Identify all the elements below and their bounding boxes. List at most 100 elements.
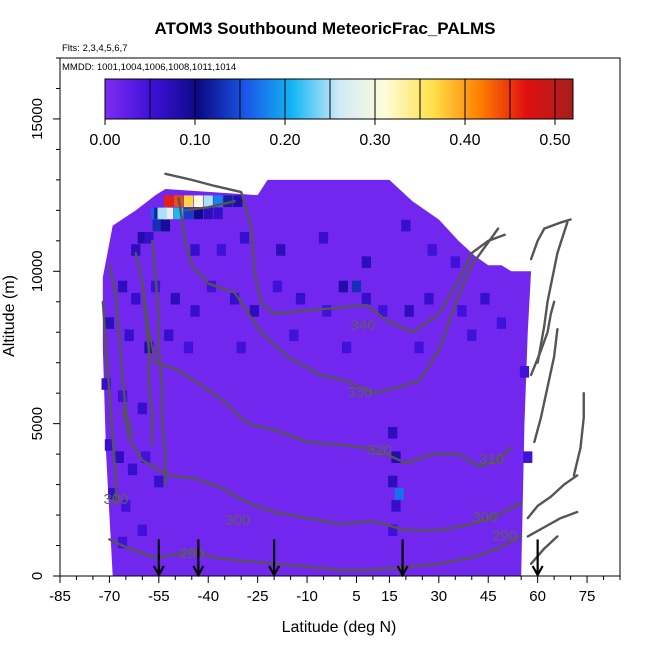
contour-label-3: 310 [479,451,504,468]
contour-label-2: 320 [367,442,392,459]
heatmap-cell-56 [236,341,246,354]
contour-label-0: 340 [351,317,376,334]
heatmap-cell-40 [295,292,306,305]
heatmap-cell-37 [229,292,240,305]
x-tick-label-1: -70 [99,588,121,605]
heatmap-cell-65 [114,451,124,463]
heatmap-cell-22 [190,244,200,256]
y-axis: 0 5000 10000 15000 [29,57,60,580]
heatmap-cell-35 [190,305,200,317]
colorbar-tick-label-4: 0.40 [449,132,480,149]
arrow-2 [268,539,281,578]
y-tick-label-2: 10000 [29,250,46,292]
colorbar-tick-label-1: 0.10 [179,132,210,149]
contour-line-3 [121,407,523,532]
heatmap-cell-20 [144,231,154,244]
heatmap-cell-42 [338,280,348,293]
contour-line-7 [134,251,154,447]
contour-line-13 [533,327,559,444]
heatmap-cell-31 [117,280,128,293]
heatmap-cell-46 [404,305,414,317]
contour-line-5 [183,200,236,212]
heatmap-cell-19 [137,231,147,244]
heatmap-cell-60 [467,329,477,342]
heatmap-cell-49 [480,292,490,305]
arrow-markers [152,539,544,578]
heatmap-cell-67 [141,451,151,463]
contour-line-17 [543,218,572,230]
colorbar-tick-label-3: 0.30 [359,132,390,149]
heatmap-cell-44 [361,292,371,305]
heatmap-cell-10 [183,207,194,220]
contour-label-4: 300 [225,512,250,529]
x-tick-label-10: 60 [529,588,546,605]
heatmap-cell-8 [164,207,174,220]
contour-label-6: 290 [179,546,204,563]
heatmap-cell-51 [104,317,115,329]
heatmap-cell-72 [117,536,128,549]
x-tick-label-7: 15 [381,588,398,605]
arrow-4 [531,539,544,578]
heatmap-cell-70 [121,500,131,512]
heatmap-cell-7 [233,195,243,208]
heatmap-cell-4 [203,195,213,208]
heatmap-cell-66 [127,463,138,476]
heatmap-cell-43 [351,280,362,293]
x-tick-label-5: -10 [296,588,318,605]
heatmap-cell-12 [203,207,213,220]
heatmap-cell-76 [394,487,404,500]
heatmap-cell-80 [519,366,530,378]
colorbar-tick-label-5: 0.50 [539,132,570,149]
heatmap-cell-61 [101,378,111,390]
heatmap-cell-18 [160,219,171,232]
potential-temperature-contours [101,172,585,572]
heatmap-cell-3 [193,195,203,208]
heatmap-cells [101,179,533,576]
y-tick-label-3: 15000 [29,98,46,140]
heatmap-cell-29 [427,244,437,256]
arrow-3 [396,539,409,578]
heatmap-cell-54 [164,329,174,342]
heatmap-cell-71 [137,524,147,537]
contour-line-2 [141,282,513,468]
heatmap-cell-9 [173,207,184,220]
heatmap-cell-78 [388,524,398,537]
colorbar-tick-label-0: 0.00 [89,132,120,149]
heatmap-cell-26 [318,231,329,244]
heatmap-cell-50 [496,317,507,329]
contour-line-4 [108,535,523,572]
contour-line-0 [164,172,506,334]
heatmap-cell-79 [523,451,533,463]
heatmap-cell-41 [322,305,332,317]
colorbar-ramp [104,78,574,120]
contour-line-15 [526,510,579,538]
y-axis-label: Altitude (m) [1,275,18,357]
heatmap-cell-52 [124,329,134,342]
x-tick-label-2: -55 [148,588,170,605]
heatmap-cell-57 [289,329,299,342]
heatmap-cell-75 [388,475,398,488]
arrow-0 [152,539,165,578]
heatmap-cell-16 [157,207,167,220]
contour-line-6 [108,264,134,438]
heatmap-cell-34 [170,292,180,305]
heatmap-cell-47 [424,292,434,305]
heatmap-cell-6 [223,195,233,208]
contour-line-10 [529,227,546,261]
heatmap-cell-68 [154,475,164,488]
heatmap-cell-28 [401,219,411,232]
heatmap-cell-69 [108,487,118,500]
heatmap-cell-74 [391,451,401,463]
heatmap-cell-11 [193,207,203,220]
contour-label-1: 330 [347,384,372,401]
heatmap-cell-55 [183,341,194,354]
heatmap-cell-64 [104,439,115,451]
contour-line-9 [101,300,118,505]
contour-label-8: 300 [103,491,128,508]
heatmap-cell-58 [341,341,352,354]
contour-label-7: 290 [492,527,517,544]
heatmap-cell-62 [117,390,128,403]
heatmap-cell-63 [137,402,147,415]
colorbar: 0.00 0.10 0.20 0.30 0.40 0.50 [89,78,574,149]
x-tick-label-0: -85 [49,588,71,605]
